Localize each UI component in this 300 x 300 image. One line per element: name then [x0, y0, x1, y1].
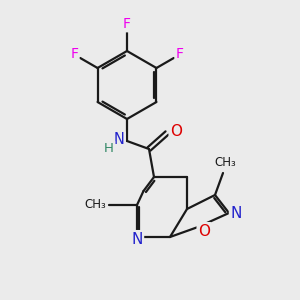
- Text: O: O: [170, 124, 182, 139]
- Text: N: N: [230, 206, 242, 220]
- Text: F: F: [176, 47, 184, 61]
- Text: CH₃: CH₃: [214, 157, 236, 169]
- Text: N: N: [131, 232, 143, 247]
- Text: CH₃: CH₃: [84, 199, 106, 212]
- Text: F: F: [123, 17, 131, 31]
- Text: F: F: [70, 47, 78, 61]
- Text: O: O: [198, 224, 210, 238]
- Text: N: N: [114, 133, 124, 148]
- Text: H: H: [104, 142, 114, 154]
